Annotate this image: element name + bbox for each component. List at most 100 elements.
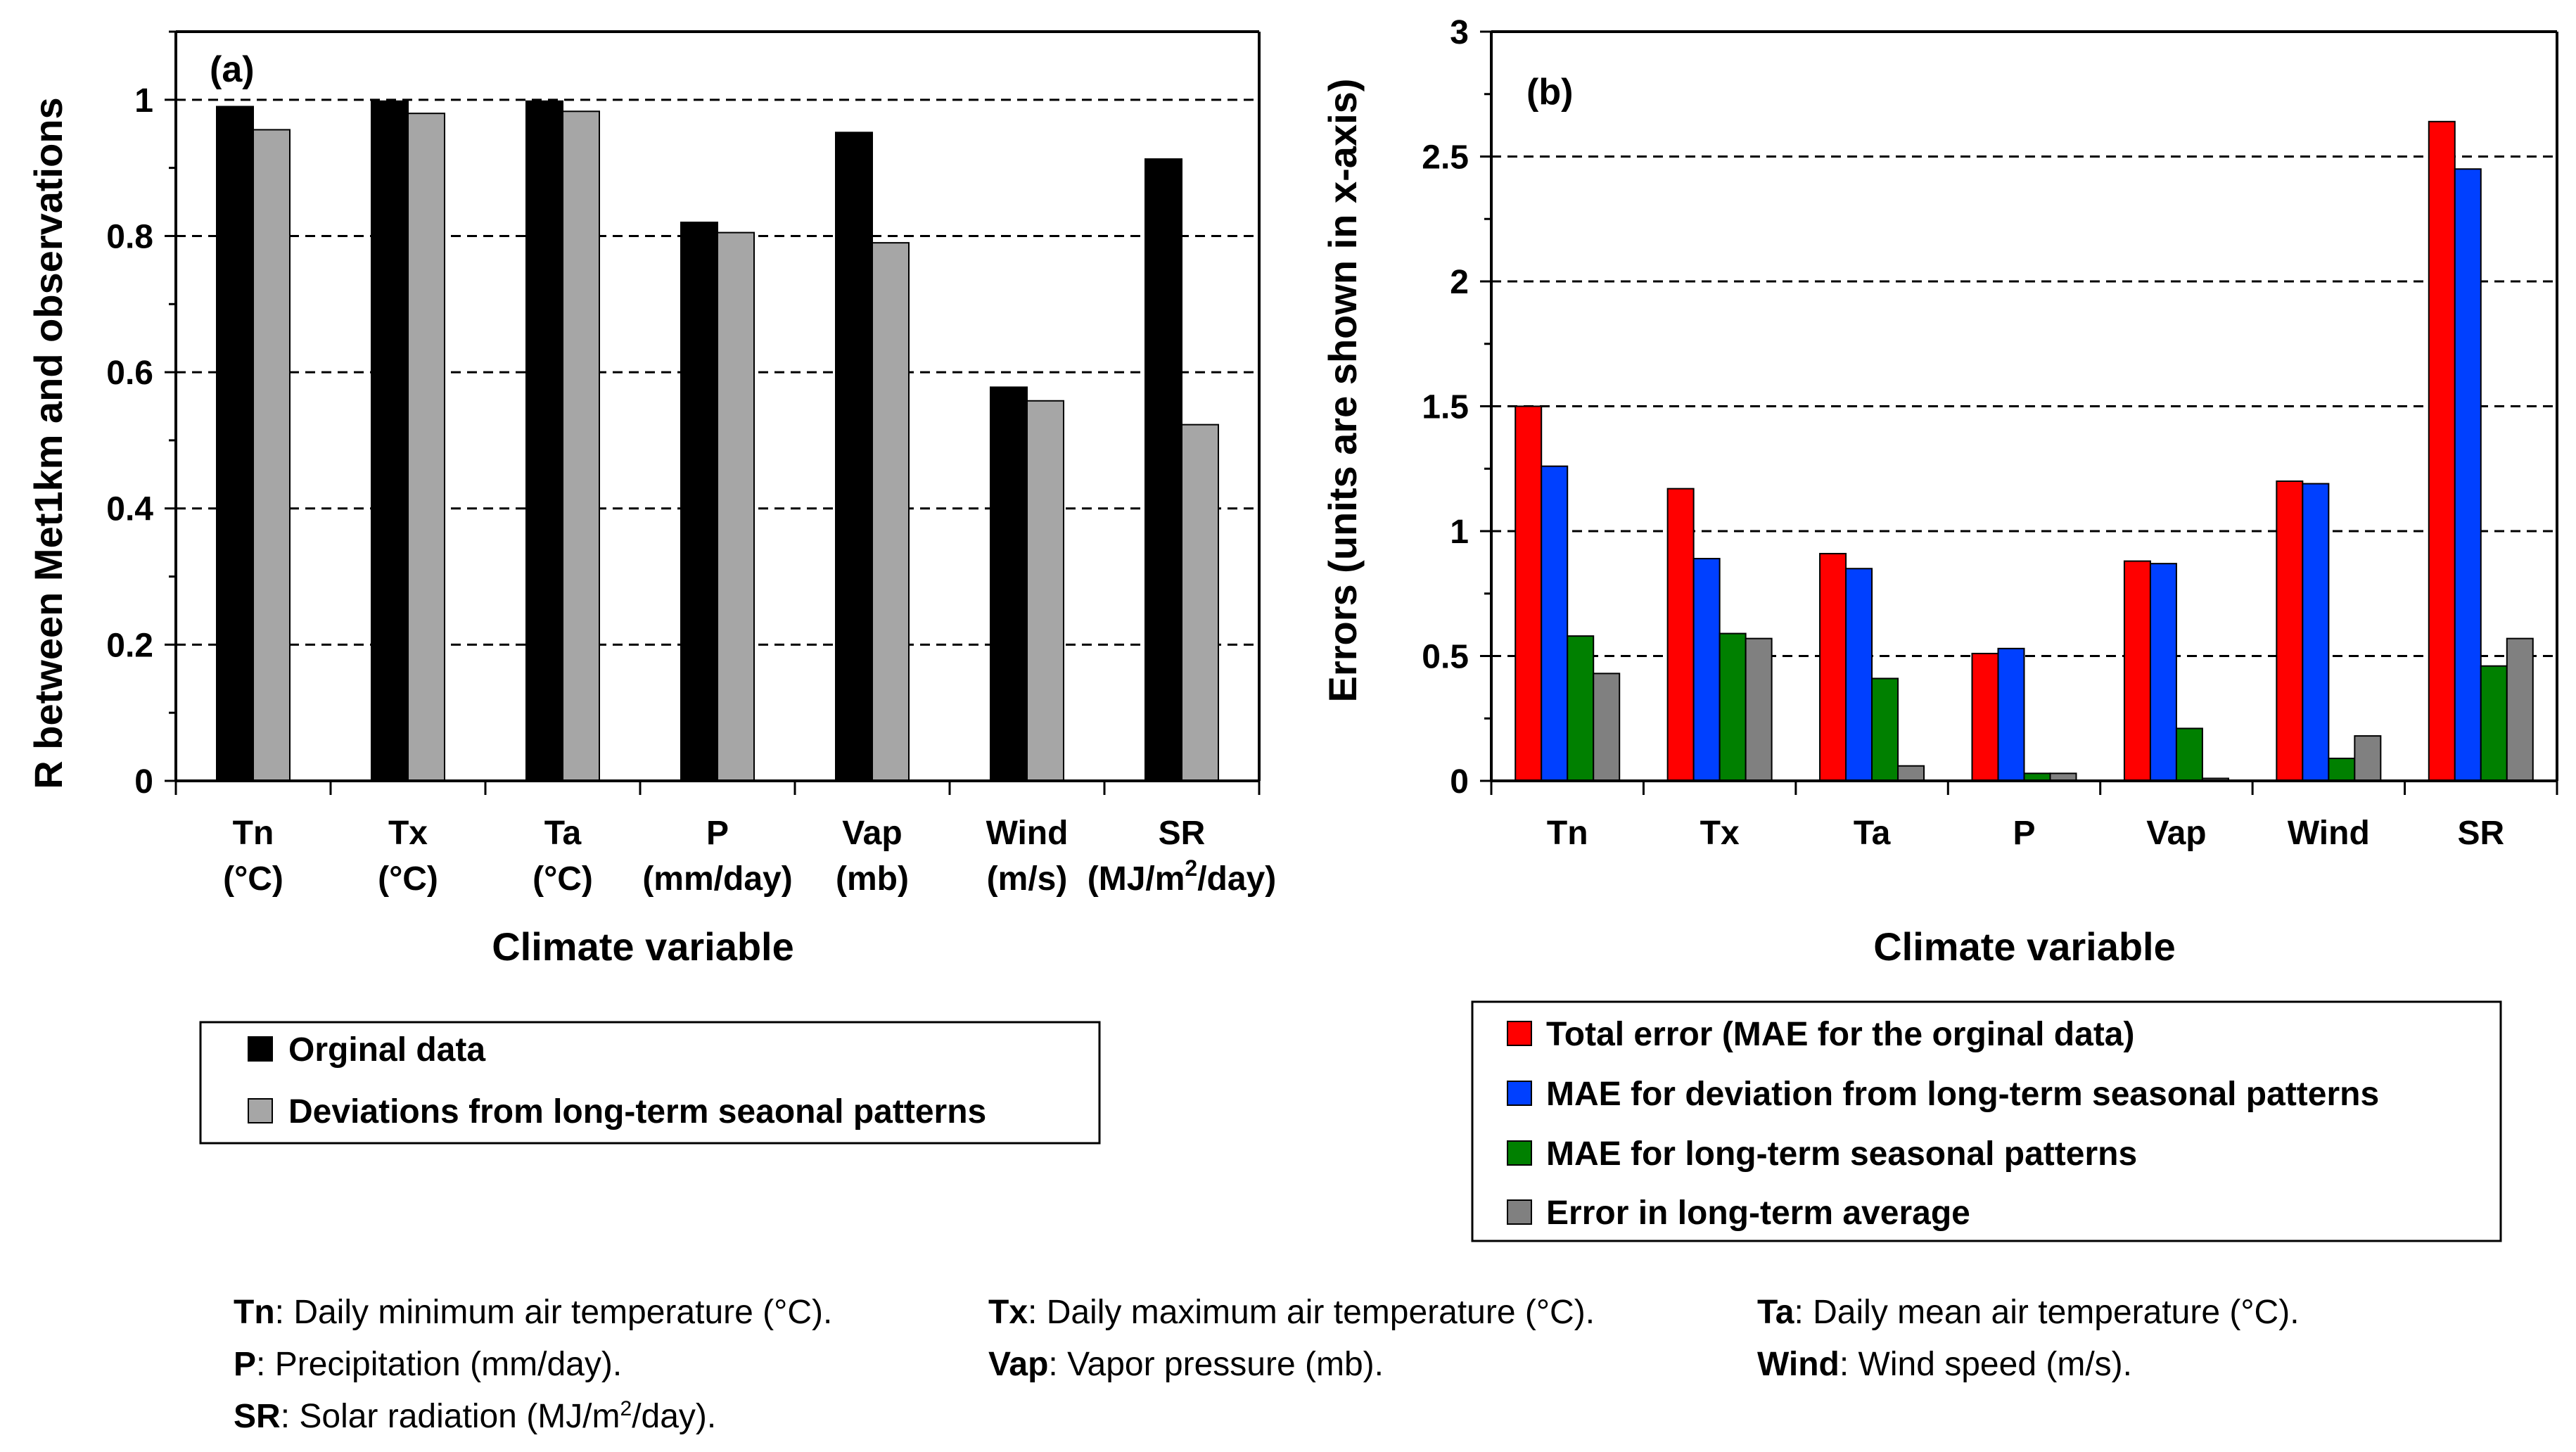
panel-a-x-unit-label-wind: (m/s) [987,860,1068,898]
panel-a-bar-tn-deviations-from-long-ter [253,129,291,782]
panel-b-x-tick-label-vap: Vap [2146,815,2206,852]
panel-b-bar-vap-total-error-mae-for-the- [2123,560,2151,782]
legend-label-mae-deviation: MAE for deviation from long-term seasona… [1546,1076,2379,1113]
panel-a-y-tick-labels: 0 0.2 0.4 0.6 0.8 1 [106,82,153,801]
panel-a-bar-sr-orginal-data [1144,158,1182,782]
panel-b-y-tick-labels: 0 0.5 1 1.5 2 2.5 3 [1422,14,1469,801]
legend-swatch-total-error [1507,1021,1532,1046]
panel-a-legend-box [199,1021,1101,1145]
footnote-text-end: /day). [632,1398,717,1435]
panel-a-x-unit-label-tx: (°C) [378,860,438,898]
footnote-superscript: 2 [620,1397,632,1420]
panel-b-bar-p-mae-for-deviation-from-l [1997,647,2025,782]
panel-a-bar-vap-deviations-from-long-ter [872,242,910,782]
footnote-text: : Daily maximum air temperature (°C). [1028,1294,1595,1331]
panel-b-bar-ta-mae-for-deviation-from-l [1845,568,1873,782]
panel-b-axes [1480,30,2558,795]
panel-b-x-axis-title: Climate variable [1873,924,2176,969]
panel-b-y-axis-title: Errors (units are shown in x-axis) [1320,79,1365,703]
panel-b-bar-tx-mae-for-deviation-from-l [1692,558,1721,782]
panel-b-y-tick-label: 1 [1450,514,1469,551]
panel-b-bar-ta-total-error-mae-for-the- [1819,552,1847,782]
panel-a-x-tick-label-sr: SR [1159,815,1206,852]
panel-a-bar-wind-orginal-data [990,386,1028,782]
panel-b-bar-tn-mae-for-deviation-from-l [1541,465,1569,782]
panel-b-bar-vap-mae-for-deviation-from-l [2149,563,2177,782]
panel-b-y-tick-label: 3 [1450,14,1469,51]
panel-a-chart: (a) 0 0.2 0.4 0.6 0.8 1 Tn (°C) Tx (°C) Ta (°C) P (m… [26,30,1276,1145]
panel-a-bar-tx-orginal-data [371,100,409,782]
panel-b-y-tick-label: 1.5 [1422,389,1469,426]
panel-b-bar-ta-mae-for-long-term-season [1871,677,1899,782]
panel-a-y-tick-label: 1 [134,82,153,120]
panel-a-x-unit-label-ta: (°C) [533,860,593,898]
legend-label-error-long-term-average: Error in long-term average [1546,1195,1970,1232]
panel-b-bar-tn-total-error-mae-for-the- [1515,405,1543,782]
footnote-tn: Tn: Daily minimum air temperature (°C). [234,1293,832,1332]
footnote-p: P: Precipitation (mm/day). [234,1345,622,1384]
panel-a-x-tick-label-tx: Tx [388,815,428,852]
panel-a-legend: Orginal data Deviations from long-term s… [199,1021,1101,1145]
panel-a-bar-tn-orginal-data [216,106,254,782]
panel-b-gridlines [1491,155,2557,657]
footnote-abbr: Tn [234,1294,275,1331]
panel-b-bar-tn-mae-for-long-term-season [1567,635,1595,782]
footnote-text: : Vapor pressure (mb). [1048,1346,1384,1383]
panel-b-bar-wind-error-in-long-term-avera [2354,735,2382,782]
panel-b-x-tick-label-ta: Ta [1854,815,1891,852]
panel-a-x-tick-label-p: P [706,815,729,852]
panel-b-x-tick-label-tx: Tx [1700,815,1740,852]
footnote-tx: Tx: Daily maximum air temperature (°C). [988,1293,1595,1332]
panel-a-bar-p-deviations-from-long-ter [717,231,755,782]
legend-label-mae-seasonal: MAE for long-term seasonal patterns [1546,1135,2137,1173]
panel-a-x-tick-label-vap: Vap [842,815,902,852]
footnote-abbr: SR [234,1398,281,1435]
panel-a-y-tick-label: 0.4 [106,491,153,528]
footnote-abbr: Ta [1757,1294,1794,1331]
panel-b-chart: (b) 0 0.5 1 1.5 2 2.5 3 Tn Tx Ta P Vap Wind SR Error… [1320,14,2558,1242]
panel-a-bar-tx-deviations-from-long-ter [407,113,445,782]
panel-b-legend: Total error (MAE for the orginal data) M… [1471,1000,2502,1242]
panel-a-y-axis-title: R between Met1km and observations [26,97,70,789]
panel-b-bar-p-total-error-mae-for-the- [1971,652,1999,782]
panel-a-x-tick-label-tn: Tn [233,815,274,852]
panel-a-bar-wind-deviations-from-long-ter [1026,400,1064,782]
footnote-text: : Precipitation (mm/day). [256,1346,623,1383]
panel-b-y-tick-label: 2.5 [1422,139,1469,177]
legend-label-total-error: Total error (MAE for the orginal data) [1546,1016,2134,1053]
panel-b-bar-sr-total-error-mae-for-the- [2428,120,2456,782]
panel-b-bar-vap-mae-for-long-term-season [2175,727,2203,782]
legend-swatch-mae-seasonal [1507,1140,1532,1166]
legend-label-orginal-data: Orginal data [288,1031,485,1069]
legend-swatch-mae-deviation [1507,1081,1532,1106]
panel-b-label: (b) [1526,72,1573,113]
panel-a-y-tick-label: 0 [134,763,153,801]
panel-a-y-tick-label: 0.8 [106,218,153,255]
panel-a-x-unit-label-vap: (mb) [836,860,909,898]
panel-a-y-tick-label: 0.2 [106,627,153,664]
footnote-vap: Vap: Vapor pressure (mb). [988,1345,1384,1384]
panel-b-bar-sr-mae-for-long-term-season [2480,665,2508,782]
footnote-sr: SR: Solar radiation (MJ/m2/day). [234,1397,716,1436]
panel-a-x-unit-label-tn: (°C) [223,860,283,898]
panel-b-x-tick-label-tn: Tn [1547,815,1588,852]
panel-b-bar-wind-total-error-mae-for-the- [2276,480,2304,782]
panel-a-bar-ta-orginal-data [525,100,563,782]
panel-a-x-unit-label-p: (mm/day) [642,860,792,898]
footnote-text: : Solar radiation (MJ/m [280,1398,620,1435]
panel-a-bar-sr-deviations-from-long-ter [1181,424,1219,782]
panel-a-x-tick-label-wind: Wind [986,815,1069,852]
panel-a-x-tick-label-ta: Ta [544,815,582,852]
panel-a-x-tick-labels: Tn (°C) Tx (°C) Ta (°C) P (mm/day) Vap (mb) Wind (m… [223,815,1276,898]
legend-swatch-orginal-data [248,1036,273,1062]
panel-b-x-tick-labels: Tn Tx Ta P Vap Wind SR [1547,815,2504,852]
footnote-text: : Daily mean air temperature (°C). [1794,1294,2300,1331]
footnote-abbr: Vap [988,1346,1049,1383]
legend-swatch-error-long-term-average [1507,1199,1532,1225]
panel-b-bar-tn-error-in-long-term-avera [1593,673,1621,782]
panel-a-axes [165,30,1261,795]
footnote-abbr: Wind [1757,1346,1839,1383]
panel-b-x-tick-label-wind: Wind [2288,815,2370,852]
panel-b-legend-box [1471,1000,2502,1242]
